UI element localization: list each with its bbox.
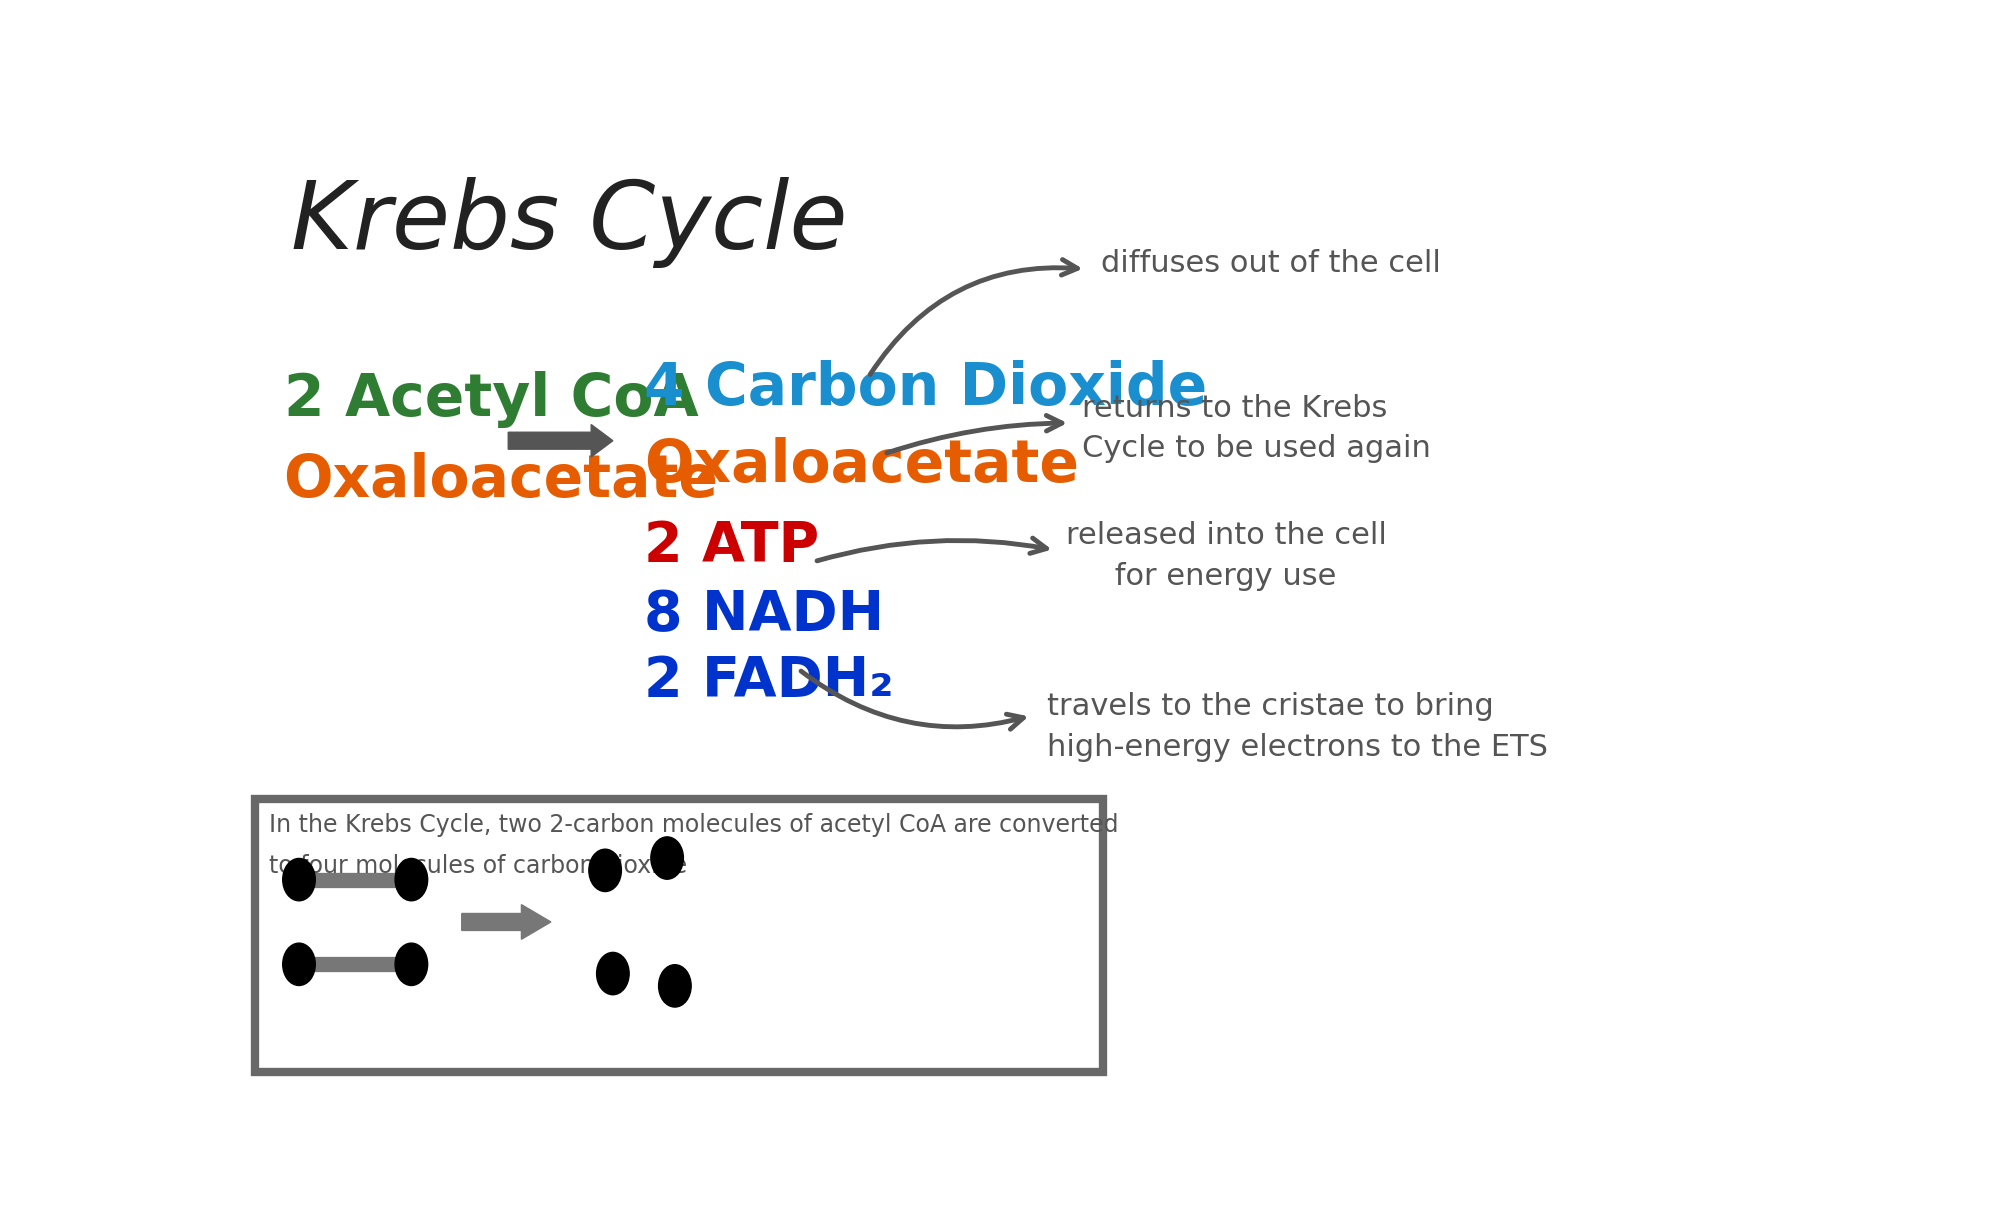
- Text: In the Krebs Cycle, two 2-carbon molecules of acetyl CoA are converted: In the Krebs Cycle, two 2-carbon molecul…: [269, 813, 1118, 837]
- FancyBboxPatch shape: [255, 798, 1104, 1072]
- Text: 4 Carbon Dioxide: 4 Carbon Dioxide: [644, 360, 1207, 417]
- FancyArrow shape: [461, 905, 551, 939]
- Text: returns to the Krebs
Cycle to be used again: returns to the Krebs Cycle to be used ag…: [1082, 394, 1430, 463]
- Text: 2 FADH₂: 2 FADH₂: [644, 654, 893, 708]
- Text: released into the cell
     for energy use: released into the cell for energy use: [1066, 521, 1386, 590]
- Text: Krebs Cycle: Krebs Cycle: [290, 176, 847, 267]
- Ellipse shape: [658, 965, 690, 1007]
- FancyArrow shape: [509, 424, 613, 457]
- Ellipse shape: [396, 859, 428, 900]
- Ellipse shape: [650, 837, 684, 880]
- Text: 8 NADH: 8 NADH: [644, 588, 883, 643]
- Ellipse shape: [396, 943, 428, 985]
- Ellipse shape: [282, 859, 316, 900]
- Text: Oxaloacetate: Oxaloacetate: [284, 452, 718, 509]
- Text: travels to the cristae to bring
high-energy electrons to the ETS: travels to the cristae to bring high-ene…: [1046, 693, 1547, 762]
- Text: diffuses out of the cell: diffuses out of the cell: [1102, 249, 1440, 278]
- Text: Oxaloacetate: Oxaloacetate: [644, 437, 1078, 493]
- Ellipse shape: [282, 943, 316, 985]
- Ellipse shape: [589, 849, 621, 892]
- Text: 2 Acetyl CoA: 2 Acetyl CoA: [284, 372, 698, 429]
- Text: 2 ATP: 2 ATP: [644, 519, 819, 573]
- Text: to four molecules of carbon dioxide: to four molecules of carbon dioxide: [269, 854, 686, 878]
- Ellipse shape: [597, 953, 629, 995]
